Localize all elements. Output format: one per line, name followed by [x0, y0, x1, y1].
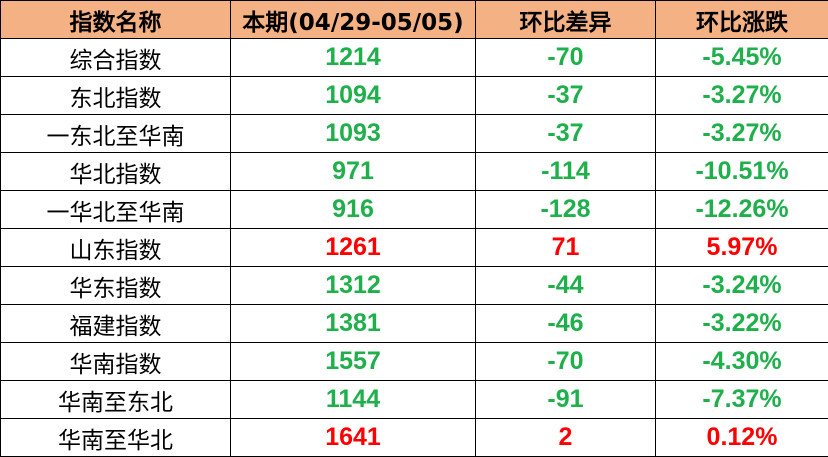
table-row: 福建指数 1381 -46 -3.22%: [0, 304, 828, 343]
table-row: 华南指数 1557 -70 -4.30%: [0, 342, 828, 381]
index-name: 一东北至华南: [0, 114, 231, 153]
index-name: 华南至华北: [0, 418, 231, 457]
table-row: 一东北至华南 1093 -37 -3.27%: [0, 114, 828, 153]
index-name: 华南至东北: [0, 380, 231, 419]
index-value: -128: [475, 190, 656, 229]
header-cell: 环比涨跌: [655, 0, 828, 39]
index-name: 福建指数: [0, 304, 231, 343]
header-cell: 本期(04/29-05/05): [230, 0, 476, 39]
table-row: 综合指数 1214 -70 -5.45%: [0, 38, 828, 77]
index-value: 0.12%: [655, 418, 828, 457]
index-value: 1093: [230, 114, 476, 153]
table-row: 山东指数 1261 71 5.97%: [0, 228, 828, 267]
index-value: -91: [475, 380, 656, 419]
index-value: -44: [475, 266, 656, 305]
index-value: -3.24%: [655, 266, 828, 305]
index-value: 916: [230, 190, 476, 229]
index-value: -3.27%: [655, 114, 828, 153]
index-value: 1312: [230, 266, 476, 305]
index-value: -70: [475, 38, 656, 77]
header-cell: 环比差异: [475, 0, 656, 39]
index-value: 1144: [230, 380, 476, 419]
index-value: -37: [475, 76, 656, 115]
header-row: 指数名称 本期(04/29-05/05) 环比差异 环比涨跌: [0, 0, 828, 39]
index-value: -70: [475, 342, 656, 381]
index-value: -46: [475, 304, 656, 343]
index-name: 山东指数: [0, 228, 231, 267]
table-row: 华东指数 1312 -44 -3.24%: [0, 266, 828, 305]
index-name: 华东指数: [0, 266, 231, 305]
index-value: -7.37%: [655, 380, 828, 419]
index-value: -3.22%: [655, 304, 828, 343]
index-value: 1214: [230, 38, 476, 77]
index-value: -10.51%: [655, 152, 828, 191]
index-value: -5.45%: [655, 38, 828, 77]
table-row: 东北指数 1094 -37 -3.27%: [0, 76, 828, 115]
index-value: -3.27%: [655, 76, 828, 115]
index-value: 2: [475, 418, 656, 457]
index-value: 1641: [230, 418, 476, 457]
table-row: 一华北至华南 916 -128 -12.26%: [0, 190, 828, 229]
index-name: 东北指数: [0, 76, 231, 115]
index-value: -37: [475, 114, 656, 153]
index-value: 71: [475, 228, 656, 267]
index-value: 1381: [230, 304, 476, 343]
table-row: 华南至东北 1144 -91 -7.37%: [0, 380, 828, 419]
index-value: 5.97%: [655, 228, 828, 267]
table-row: 华南至华北 1641 2 0.12%: [0, 418, 828, 457]
index-value: 1261: [230, 228, 476, 267]
index-name: 华南指数: [0, 342, 231, 381]
index-value: 971: [230, 152, 476, 191]
index-name: 一华北至华南: [0, 190, 231, 229]
index-value: 1094: [230, 76, 476, 115]
index-value: -114: [475, 152, 656, 191]
table-row: 华北指数 971 -114 -10.51%: [0, 152, 828, 191]
header-cell: 指数名称: [0, 0, 231, 39]
index-value: 1557: [230, 342, 476, 381]
table-body: 综合指数 1214 -70 -5.45% 东北指数 1094 -37 -3.27% 一东北至华南…: [0, 38, 828, 457]
index-name: 综合指数: [0, 38, 231, 77]
index-value: -4.30%: [655, 342, 828, 381]
index-value: -12.26%: [655, 190, 828, 229]
index-name: 华北指数: [0, 152, 231, 191]
